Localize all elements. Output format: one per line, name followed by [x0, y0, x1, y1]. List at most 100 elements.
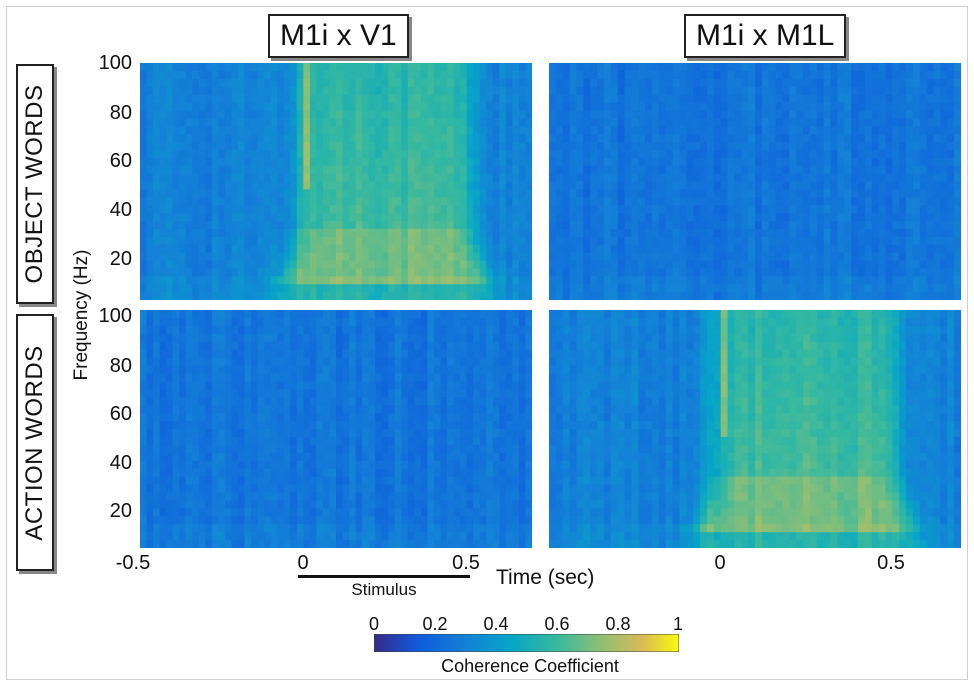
heatmap-cell — [414, 540, 422, 548]
heatmap-cell — [244, 436, 252, 446]
heatmap-cell — [290, 110, 298, 119]
heatmap-cell — [401, 452, 409, 462]
heatmap-cell — [336, 252, 344, 262]
heatmap-cell — [153, 341, 161, 351]
heatmap-cell — [823, 205, 832, 214]
heatmap-cell — [375, 149, 383, 159]
heatmap-cell — [947, 110, 955, 119]
heatmap-cell — [727, 268, 735, 277]
heatmap-cell — [329, 268, 337, 277]
heatmap-cell — [686, 221, 694, 230]
heatmap-cell — [264, 381, 272, 390]
heatmap-cell — [336, 236, 344, 246]
heatmap-cell — [427, 421, 435, 430]
heatmap-cell — [844, 213, 852, 222]
heatmap-cell — [440, 142, 448, 151]
heatmap-cell — [420, 244, 429, 254]
heatmap-cell — [179, 142, 187, 151]
heatmap-cell — [830, 118, 838, 127]
heatmap-cell — [264, 540, 272, 548]
heatmap-cell — [610, 63, 619, 72]
heatmap-cell — [631, 205, 639, 214]
heatmap-cell — [892, 86, 900, 96]
heatmap-cell — [270, 532, 278, 541]
heatmap-cell — [146, 228, 154, 238]
heatmap-cell — [244, 452, 252, 462]
heatmap-cell — [375, 260, 383, 269]
heatmap-cell — [362, 94, 370, 104]
heatmap-cell — [693, 86, 701, 96]
heatmap-cell — [342, 260, 350, 269]
heatmap-cell — [906, 102, 914, 111]
heatmap-cell — [555, 213, 564, 222]
heatmap-cell — [375, 325, 383, 335]
heatmap-cell — [761, 102, 770, 111]
heatmap-cell — [368, 126, 376, 135]
heatmap-cell — [741, 173, 749, 183]
heatmap-cell — [837, 213, 845, 222]
heatmap-cell — [782, 197, 790, 206]
heatmap-cell — [166, 333, 174, 343]
heatmap-cell — [198, 333, 206, 343]
heatmap-cell — [394, 118, 402, 127]
heatmap-cell — [270, 444, 278, 454]
heatmap-cell — [706, 244, 715, 254]
heatmap-cell — [590, 221, 598, 230]
heatmap-cell — [342, 317, 350, 327]
heatmap-cell — [179, 317, 187, 327]
heatmap-cell — [394, 429, 402, 438]
heatmap-cell — [251, 341, 259, 351]
heatmap-cell — [179, 276, 187, 285]
heatmap-cell — [244, 389, 252, 398]
heatmap-cell — [700, 70, 708, 80]
heatmap-cell — [479, 70, 487, 80]
heatmap-cell — [257, 244, 265, 254]
heatmap-cell — [947, 142, 955, 151]
heatmap-cell — [775, 126, 784, 135]
heatmap-cell — [940, 78, 948, 88]
heatmap-cell — [407, 260, 415, 269]
heatmap-cell — [381, 349, 389, 359]
heatmap-cell — [652, 292, 660, 300]
heatmap-cell — [140, 181, 148, 190]
heatmap-cell — [322, 540, 331, 548]
heatmap-cell — [851, 94, 859, 104]
heatmap-cell — [775, 189, 784, 198]
heatmap-cell — [159, 508, 167, 517]
heatmap-cell — [837, 157, 845, 167]
heatmap-cell — [590, 102, 598, 111]
heatmap-cell — [947, 213, 955, 222]
heatmap-cell — [277, 228, 285, 238]
heatmap-cell — [549, 149, 557, 159]
heatmap-cell — [505, 213, 513, 222]
heatmap-cell — [309, 63, 317, 72]
heatmap-cell — [322, 508, 331, 517]
heatmap-cell — [713, 189, 722, 198]
heatmap-cell — [336, 244, 344, 254]
heatmap-cell — [858, 292, 866, 300]
heatmap-cell — [525, 284, 532, 293]
heatmap-cell — [447, 102, 455, 111]
heatmap-cell — [211, 134, 219, 143]
heatmap-cell — [316, 333, 324, 343]
heatmap-cell — [192, 476, 200, 486]
heatmap-cell — [342, 268, 350, 277]
heatmap-cell — [159, 540, 167, 548]
heatmap-cell — [473, 284, 481, 293]
heatmap-cell — [251, 173, 259, 183]
heatmap-cell — [499, 70, 507, 80]
heatmap-cell — [290, 397, 298, 406]
heatmap-cell — [597, 260, 605, 269]
heatmap-cell — [755, 142, 763, 151]
heatmap-cell — [727, 181, 735, 190]
heatmap-cell — [679, 221, 687, 230]
heatmap-cell — [954, 165, 961, 175]
heatmap-cell — [166, 165, 174, 175]
heatmap-cell — [453, 118, 461, 127]
heatmap-cell — [809, 142, 818, 151]
heatmap-cell — [748, 236, 756, 246]
heatmap-cell — [638, 78, 646, 88]
heatmap-cell — [224, 284, 233, 293]
heatmap-cell — [755, 244, 763, 254]
heatmap-cell — [706, 228, 715, 238]
